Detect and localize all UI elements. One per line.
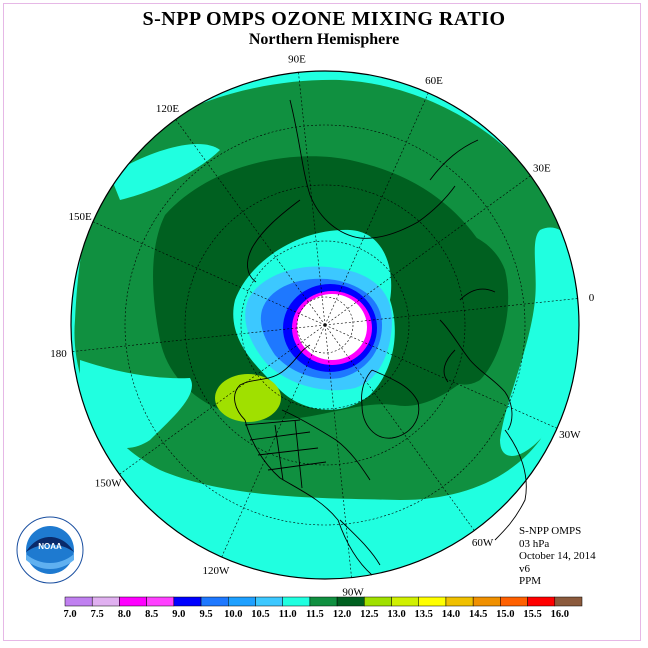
field-cyan-west-patch: [500, 227, 579, 456]
colorbar-label: 9.5: [199, 609, 212, 620]
graticule: [72, 72, 578, 578]
coast-north-america: [234, 344, 373, 576]
ozone-field: [71, 71, 579, 579]
figure-frame: [3, 3, 641, 641]
logo-wave: [26, 554, 74, 569]
field-lime-patch: [215, 374, 281, 422]
latitude-circle-80: [296, 296, 354, 354]
longitude-label: 0: [589, 292, 595, 304]
colorbar-cell: [255, 596, 283, 607]
coast-africa: [494, 429, 527, 541]
logo-text: NOAA: [38, 542, 62, 551]
map-disc-outline: [70, 70, 580, 580]
coast-us-states: [244, 419, 327, 489]
colorbar-cells: [64, 596, 583, 607]
colorbar-label: 14.5: [469, 609, 487, 620]
coast-south-america: [339, 519, 381, 566]
colorbar-label: 11.0: [279, 609, 297, 620]
colorbar-label: 12.0: [333, 609, 351, 620]
logo-bird: [26, 537, 74, 552]
colorbar-label: 9.0: [172, 609, 185, 620]
colorbar-label: 11.5: [306, 609, 324, 620]
coastlines: [234, 99, 527, 576]
colorbar-label: 16.0: [551, 609, 569, 620]
colorbar-label: 13.0: [387, 609, 405, 620]
colorbar-label: 8.5: [145, 609, 158, 620]
longitude-labels: 90E 60E 30E 0 30W 60W 90W 120W 150W 180 150E 120E: [50, 53, 595, 598]
info-block: S-NPP OMPS 03 hPa October 14, 2014 v6 PP…: [519, 525, 596, 588]
info-version: v6: [519, 562, 530, 575]
info-instrument: S-NPP OMPS: [519, 525, 582, 537]
latitude-circle-60: [240, 240, 410, 410]
colorbar-label: 7.5: [91, 609, 104, 620]
coast-asia: [247, 99, 479, 283]
coast-europe: [439, 288, 513, 431]
colorbar-label: 14.0: [442, 609, 460, 620]
colorbar-cell: [228, 596, 256, 607]
colorbar-cell: [472, 596, 501, 607]
colorbar-label: 7.0: [63, 609, 76, 620]
longitude-label: 90W: [342, 587, 364, 599]
colorbar-label: 8.0: [118, 609, 131, 620]
colorbar-cell: [200, 596, 229, 607]
colorbar: 7.0 7.5 8.0 8.5 9.0 9.5 10.0 10.5 11.0 11.5 12.0 12…: [63, 596, 583, 620]
colorbar-label: 13.5: [415, 609, 433, 620]
colorbar-cell: [91, 596, 120, 607]
longitude-label: 30W: [559, 429, 581, 441]
longitude-label: 90E: [288, 53, 306, 65]
colorbar-cell: [445, 596, 474, 607]
info-level: 03 hPa: [519, 537, 550, 550]
info-date: October 14, 2014: [519, 550, 596, 562]
colorbar-cell: [64, 596, 93, 607]
field-darker-patch-east: [407, 230, 509, 385]
colorbar-cell: [336, 596, 365, 607]
latitude-circle-40: [184, 184, 466, 466]
longitude-label: 150E: [69, 211, 93, 223]
colorbar-label: 10.0: [224, 609, 242, 620]
latitude-circle-20: [124, 124, 526, 526]
field-cyan-sw-patch: [80, 360, 192, 449]
colorbar-cell: [282, 596, 311, 607]
longitude-label: 60E: [425, 75, 443, 87]
longitude-label: 30E: [533, 162, 551, 174]
colorbar-cell: [364, 596, 392, 607]
longitude-label: 120E: [156, 103, 180, 115]
colorbar-label: 15.5: [523, 609, 541, 620]
info-units: PPM: [519, 575, 542, 587]
colorbar-cell: [391, 596, 419, 607]
colorbar-label: 10.5: [251, 609, 269, 620]
colorbar-cell: [527, 596, 556, 607]
map-subtitle: Northern Hemisphere: [248, 31, 400, 48]
map-title: S-NPP OMPS OZONE MIXING RATIO: [142, 8, 506, 30]
longitude-label: 120W: [203, 565, 231, 577]
coast-greenland: [361, 369, 420, 439]
colorbar-labels: 7.0 7.5 8.0 8.5 9.0 9.5 10.0 10.5 11.0 11.5 12.0 12…: [63, 609, 569, 620]
colorbar-cell: [554, 596, 583, 607]
colorbar-label: 15.0: [496, 609, 514, 620]
colorbar-cell: [418, 596, 447, 607]
colorbar-cell: [309, 596, 338, 607]
longitude-label: 180: [50, 348, 67, 360]
colorbar-cell: [146, 596, 175, 607]
colorbar-label: 12.5: [360, 609, 378, 620]
longitude-label: 60W: [472, 537, 494, 549]
noaa-logo: NOAA: [16, 516, 84, 584]
colorbar-cell: [500, 596, 528, 607]
colorbar-cell: [173, 596, 202, 607]
longitude-label: 150W: [95, 478, 123, 490]
field-cyan-ne-patch: [110, 144, 220, 200]
colorbar-cell: [119, 596, 147, 607]
